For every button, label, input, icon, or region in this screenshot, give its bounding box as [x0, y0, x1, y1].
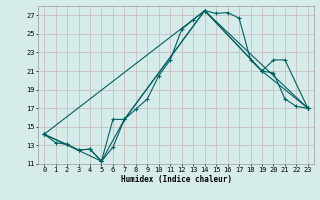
X-axis label: Humidex (Indice chaleur): Humidex (Indice chaleur) — [121, 175, 231, 184]
